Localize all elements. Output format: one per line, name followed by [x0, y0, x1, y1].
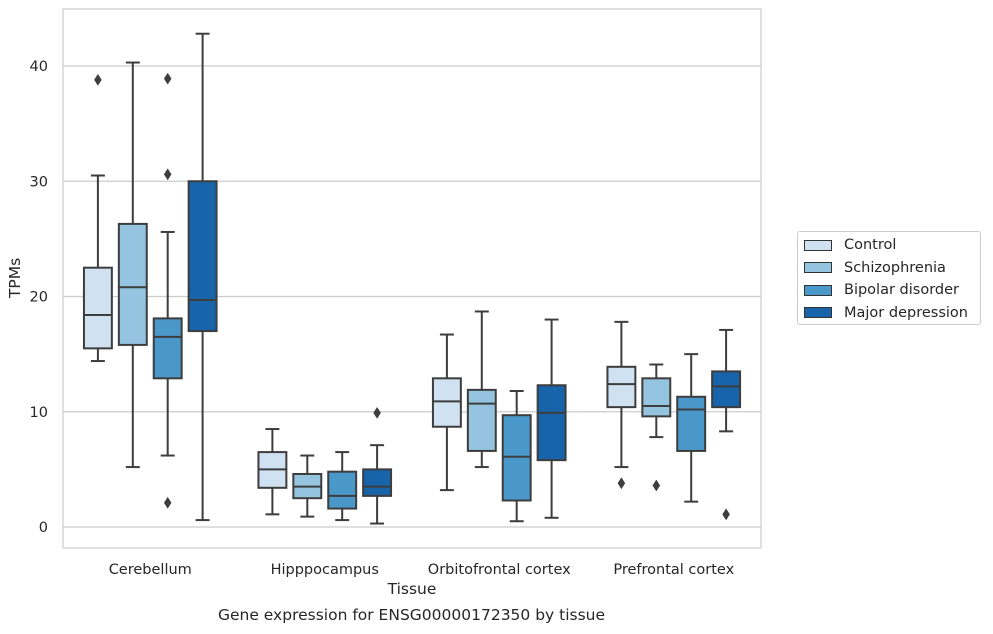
box [711, 328, 742, 521]
legend-label: Major depression [844, 304, 968, 321]
x-tick-label: Cerebellum [109, 562, 192, 578]
box [292, 454, 323, 518]
y-tick-label: 0 [39, 520, 48, 536]
box [431, 333, 462, 492]
box-body [501, 414, 532, 502]
box [82, 73, 113, 363]
box [501, 390, 532, 523]
box [466, 310, 497, 469]
box [676, 353, 707, 503]
box [117, 61, 148, 469]
x-tick-label: Hipppocampus [271, 562, 379, 578]
outlier-point [163, 72, 172, 85]
legend-item-major-depression: Major depression [804, 303, 968, 323]
box-body [327, 470, 358, 510]
figure-caption: Gene expression for ENSG00000172350 by t… [217, 606, 606, 624]
x-tick-labels: Cerebellum Hipppocampus Orbitofrontal cort… [109, 562, 735, 578]
y-tick-label: 20 [30, 290, 48, 306]
legend-item-bipolar-disorder: Bipolar disorder [804, 280, 959, 300]
x-axis-label: Tissue [387, 580, 437, 598]
legend-swatch [804, 239, 832, 251]
box [606, 320, 637, 490]
legend-item-control: Control [804, 235, 896, 255]
x-tick-label: Prefrontal cortex [613, 562, 734, 578]
outlier-point [373, 406, 381, 419]
box-body [362, 468, 393, 497]
outlier-point [163, 168, 172, 181]
plot-frame [62, 8, 762, 549]
box [257, 428, 288, 516]
y-tick-label: 30 [30, 174, 48, 190]
box [536, 318, 567, 519]
box-body [536, 384, 567, 462]
box [327, 451, 358, 522]
outlier-point [617, 477, 626, 490]
outlier-point [163, 496, 172, 509]
box-body [117, 222, 148, 346]
outlier-point [94, 73, 102, 86]
legend-label: Schizophrenia [844, 259, 946, 276]
legend-swatch [804, 307, 832, 318]
y-tick-label: 40 [30, 59, 48, 75]
legend-label: Control [844, 237, 897, 253]
box-body [187, 180, 218, 333]
box-body [641, 377, 672, 418]
box-body [606, 365, 637, 409]
outlier-point [652, 479, 661, 492]
box-body [466, 388, 497, 452]
box [152, 72, 183, 509]
box-body [676, 395, 707, 452]
x-tick-label: Orbitofrontal cortex [428, 562, 571, 578]
legend-label: Bipolar disorder [844, 282, 959, 298]
box [641, 363, 672, 492]
box [187, 32, 218, 522]
y-tick-labels: 0 10 20 30 40 [30, 59, 48, 536]
box-groups [82, 32, 742, 525]
box-body [431, 377, 462, 428]
legend-item-schizophrenia: Schizophrenia [804, 258, 946, 278]
y-axis-label: TPMs [6, 258, 24, 299]
box-body [152, 317, 183, 380]
legend: Control Schizophrenia Bipolar disorder M… [797, 231, 981, 325]
legend-swatch [804, 284, 832, 296]
box-body [711, 370, 742, 409]
legend-swatch [804, 262, 832, 273]
y-tick-label: 10 [30, 405, 48, 421]
outlier-point [722, 508, 730, 521]
box [362, 406, 393, 525]
box-body [82, 266, 113, 350]
